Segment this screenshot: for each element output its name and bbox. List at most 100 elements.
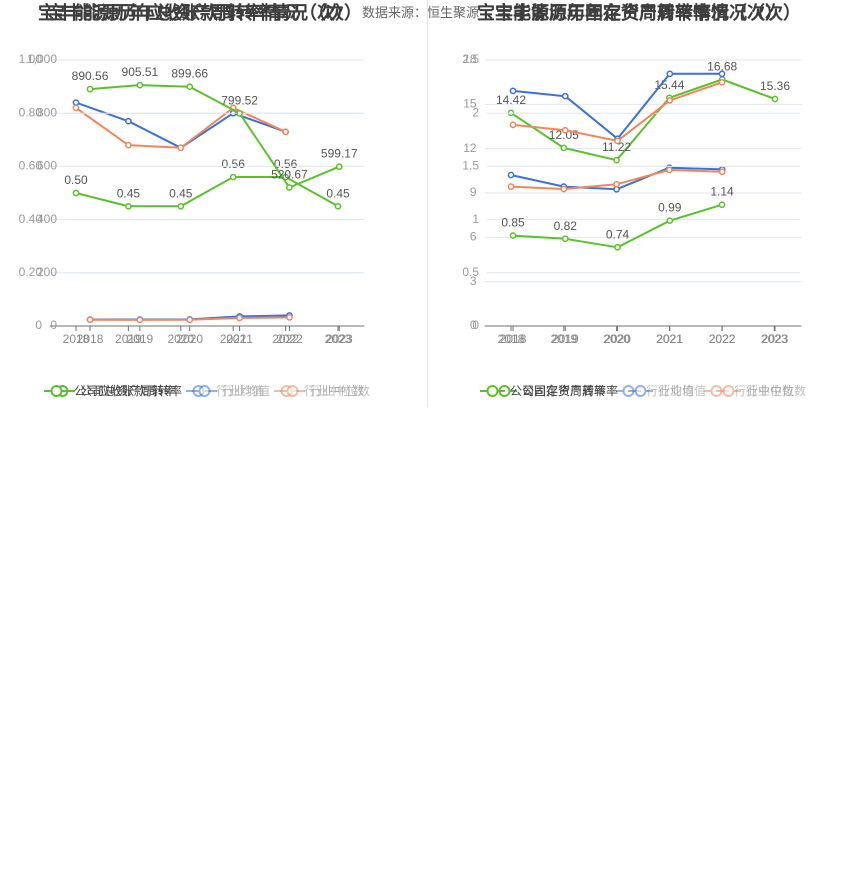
legend-item-industry-mean[interactable]: 行业均值 [191, 384, 270, 398]
y-tick-label: 1.00 [19, 52, 43, 66]
data-label: 899.66 [171, 67, 208, 81]
data-point [561, 92, 569, 100]
left-chart-panel: 宝丰能源历年总资产周转率情况（次） 0 0.20 0.40 0.60 0.80 1.00 2… [0, 0, 479, 410]
data-label: 0.50 [64, 173, 88, 187]
x-tick-label: 2021 [656, 332, 683, 346]
data-label: 799.52 [221, 93, 258, 107]
x-tick-label: 2018 [498, 332, 525, 346]
x-axis: 2018 2019 2020 2021 2022 2023 [486, 325, 801, 346]
legend: 公司固定资产周转率 行业均值 行业中位数 [479, 384, 806, 398]
x-tick-label: 2020 [167, 332, 194, 346]
legend-label: 公司存货周转率 [521, 384, 606, 398]
y-tick-label: 0.80 [19, 105, 43, 119]
panel-divider [427, 0, 428, 407]
legend-item-industry-median[interactable]: 行业中位数 [716, 384, 806, 398]
data-point [614, 243, 621, 251]
data-point [229, 173, 237, 181]
data-point [561, 126, 569, 134]
chart-title: 宝丰能源历年固定资产周转率情况（次） [477, 3, 801, 23]
series-industry-median [86, 314, 293, 324]
legend-item-industry-mean[interactable]: 行业均值 [627, 384, 706, 398]
data-point [509, 87, 517, 95]
data-label: 0.85 [501, 216, 525, 230]
x-tick-label: 2018 [500, 332, 527, 346]
chart-fixed-asset-turnover: 宝丰能源历年固定资产周转率情况（次） 0 0.5 1 1.5 2 2.5 2018 2019 2… [428, 0, 850, 410]
legend-label: 公司应收账款周转率 [73, 384, 182, 398]
y-tick-label: 2.5 [462, 52, 479, 66]
data-point [507, 171, 515, 179]
y-tick-label: 9 [470, 185, 477, 199]
chart-receivables-turnover: 宝丰能源历年应收账款周转率情况（次） 0 200 400 600 800 1,000 201… [0, 0, 427, 410]
x-tick-label: 2023 [325, 332, 352, 346]
y-tick-label: 0 [50, 318, 57, 332]
data-point [286, 184, 293, 191]
line-marker-icon [627, 385, 653, 397]
series-company: 890.56 905.51 899.66 799.52 520.67 599.17 [72, 65, 358, 191]
chart-title: 宝丰能源历年总资产周转率情况（次） [47, 3, 353, 23]
data-label: 0.45 [169, 186, 193, 200]
x-tick-label: 2023 [326, 332, 353, 346]
data-label: 890.56 [72, 69, 109, 83]
data-point [335, 163, 343, 170]
data-label: 0.45 [326, 186, 350, 200]
legend-item-industry-median[interactable]: 行业中位数 [280, 384, 370, 398]
x-axis: 2018 2019 2020 2021 2022 2023 [49, 325, 365, 346]
data-point [509, 121, 517, 129]
data-point [125, 117, 132, 125]
data-point [236, 314, 243, 322]
y-tick-label: 0 [470, 318, 477, 332]
right-chart-panel: 宝丰能源历年存货周转率情况（次） 0 3 6 9 12 15 18 2018 2019 2020 2… [428, 0, 850, 410]
data-label: 0.74 [606, 227, 630, 241]
x-tick-label: 2022 [709, 332, 736, 346]
data-label: 1.14 [710, 185, 734, 199]
x-tick-label: 2021 [220, 332, 247, 346]
data-point [186, 316, 194, 324]
data-point [236, 109, 243, 117]
data-point [86, 85, 94, 93]
data-label: 11.22 [602, 140, 631, 154]
data-point [136, 81, 144, 89]
legend-label: 行业中位数 [310, 384, 371, 398]
data-label: 599.17 [321, 147, 358, 161]
x-tick-label: 2021 [226, 332, 253, 346]
y-tick-label: 0.60 [19, 159, 43, 173]
series-industry-mean [509, 70, 726, 143]
data-point [125, 202, 132, 210]
data-label: 15.44 [654, 78, 684, 92]
y-tick-label: 12 [463, 141, 477, 155]
data-point [560, 144, 568, 152]
x-tick-label: 2019 [115, 332, 142, 346]
data-point [507, 183, 515, 190]
data-point [125, 141, 132, 149]
series-industry-median [507, 166, 726, 193]
legend-item-company[interactable]: 公司应收账款周转率 [43, 384, 182, 398]
x-tick-label: 2022 [709, 332, 736, 346]
data-point [718, 70, 726, 78]
series-line-company [75, 176, 339, 208]
series-company: 0.85 0.82 0.74 0.99 1.14 [501, 185, 734, 251]
series-line-company [510, 78, 776, 162]
data-label: 905.51 [122, 65, 159, 79]
legend-item-company[interactable]: 公司固定资产周转率 [479, 384, 618, 398]
line-marker-icon [280, 385, 306, 397]
data-point [666, 70, 674, 78]
data-point [718, 168, 726, 176]
data-label: 15.36 [760, 79, 790, 93]
data-point [718, 201, 726, 209]
legend-label: 行业均值 [215, 384, 265, 398]
data-label: 0.56 [222, 157, 246, 171]
data-label: 0.82 [554, 219, 578, 233]
legend-label: 行业中位数 [304, 384, 365, 398]
y-axis: 0 200 400 600 800 1,000 [27, 52, 57, 332]
legend-item-industry-median[interactable]: 行业中位数 [704, 384, 794, 398]
x-tick-label: 2020 [604, 332, 631, 346]
line-marker-icon [191, 385, 217, 397]
y-tick-label: 400 [37, 212, 57, 226]
y-tick-label: 0.20 [19, 265, 43, 279]
x-tick-label: 2018 [63, 332, 90, 346]
line-marker-icon [479, 385, 505, 397]
legend-label: 行业均值 [645, 384, 695, 398]
data-label: 520.67 [271, 168, 308, 182]
